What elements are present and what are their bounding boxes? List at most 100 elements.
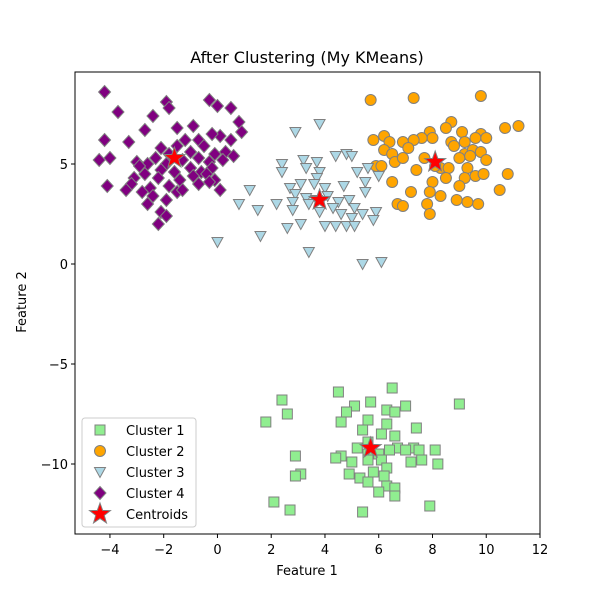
data-point (302, 247, 316, 259)
data-point (202, 92, 217, 108)
x-tick-label: 8 (428, 543, 436, 558)
data-point (396, 200, 409, 212)
axis-ticks: −4 −2 0 2 4 6 8 10 12 −10 −5 0 5 (41, 158, 549, 558)
data-point (97, 84, 112, 100)
data-point (332, 386, 344, 398)
data-point (413, 444, 425, 456)
data-point (186, 168, 200, 184)
legend-label: Cluster 4 (126, 487, 185, 502)
series-cluster-2 (364, 90, 525, 220)
data-point (493, 184, 506, 196)
data-point (469, 132, 482, 144)
data-point (461, 196, 474, 208)
data-point (329, 221, 343, 233)
data-point (361, 163, 375, 175)
data-point (202, 174, 217, 190)
data-point (111, 104, 125, 120)
data-point (310, 157, 324, 169)
data-point (211, 237, 224, 249)
data-point (389, 430, 401, 442)
x-tick-label: −2 (154, 543, 173, 558)
data-point (159, 208, 174, 224)
data-point (383, 444, 395, 456)
data-point (100, 178, 114, 194)
centroid-point (162, 145, 187, 169)
data-point (453, 152, 466, 164)
data-point (357, 506, 369, 518)
data-point (251, 205, 265, 217)
data-point (429, 444, 441, 456)
x-tick-label: 6 (375, 543, 383, 558)
data-point (281, 408, 293, 420)
data-point (275, 167, 289, 179)
data-point (275, 159, 289, 171)
data-point (170, 120, 184, 136)
data-point (191, 150, 206, 166)
data-point (329, 151, 343, 163)
data-point (416, 454, 428, 466)
data-point (356, 209, 369, 221)
data-point (375, 257, 388, 269)
data-point (213, 182, 227, 198)
data-point (340, 406, 352, 418)
series-cluster-4 (92, 84, 249, 232)
data-point (232, 199, 246, 211)
data-point (216, 152, 230, 168)
y-axis-label: Feature 2 (15, 271, 30, 333)
data-point (103, 150, 117, 166)
data-point (402, 142, 415, 154)
data-point (426, 132, 439, 144)
data-point (458, 136, 471, 148)
data-point (330, 452, 342, 464)
data-point (346, 456, 358, 468)
data-point (456, 126, 469, 138)
data-point (480, 132, 493, 144)
data-point (283, 183, 297, 195)
data-point (375, 428, 387, 440)
legend-label: Centroids (126, 508, 188, 523)
data-point (313, 207, 326, 219)
data-point (348, 203, 361, 215)
data-point (464, 150, 477, 162)
data-point (356, 259, 369, 271)
data-point (439, 172, 452, 184)
data-point (447, 140, 460, 152)
legend: Cluster 1 Cluster 2 Cluster 3 Cluster 4 Cent… (81, 417, 197, 528)
data-points (92, 84, 525, 518)
data-point (349, 400, 361, 412)
plot-frame (74, 71, 541, 535)
data-point (186, 118, 200, 134)
data-point (151, 170, 166, 186)
data-point (450, 194, 463, 206)
data-point (372, 171, 386, 183)
data-point (151, 216, 166, 232)
data-point (286, 205, 300, 217)
data-point (146, 188, 160, 204)
legend-marker (93, 485, 107, 501)
data-point (405, 456, 417, 468)
legend-label: Cluster 3 (126, 466, 185, 481)
data-point (439, 122, 452, 134)
data-point (386, 382, 398, 394)
legend-marker (88, 501, 112, 525)
legend-label: Cluster 1 (126, 424, 185, 439)
data-point (365, 396, 377, 408)
data-point (146, 108, 160, 124)
data-point (348, 221, 361, 233)
data-point (122, 134, 136, 150)
data-point (294, 179, 308, 191)
data-point (345, 213, 359, 225)
data-point (167, 164, 182, 180)
data-point (432, 458, 444, 470)
chart-title: After Clustering (My KMeans) (190, 48, 423, 67)
data-point (97, 132, 112, 148)
data-point (337, 181, 351, 193)
data-point (423, 208, 436, 220)
data-point (367, 466, 379, 478)
data-point (342, 195, 356, 207)
data-point (358, 177, 372, 189)
data-point (362, 454, 374, 466)
data-point (410, 422, 422, 434)
data-point (367, 134, 380, 146)
data-point (148, 150, 163, 166)
